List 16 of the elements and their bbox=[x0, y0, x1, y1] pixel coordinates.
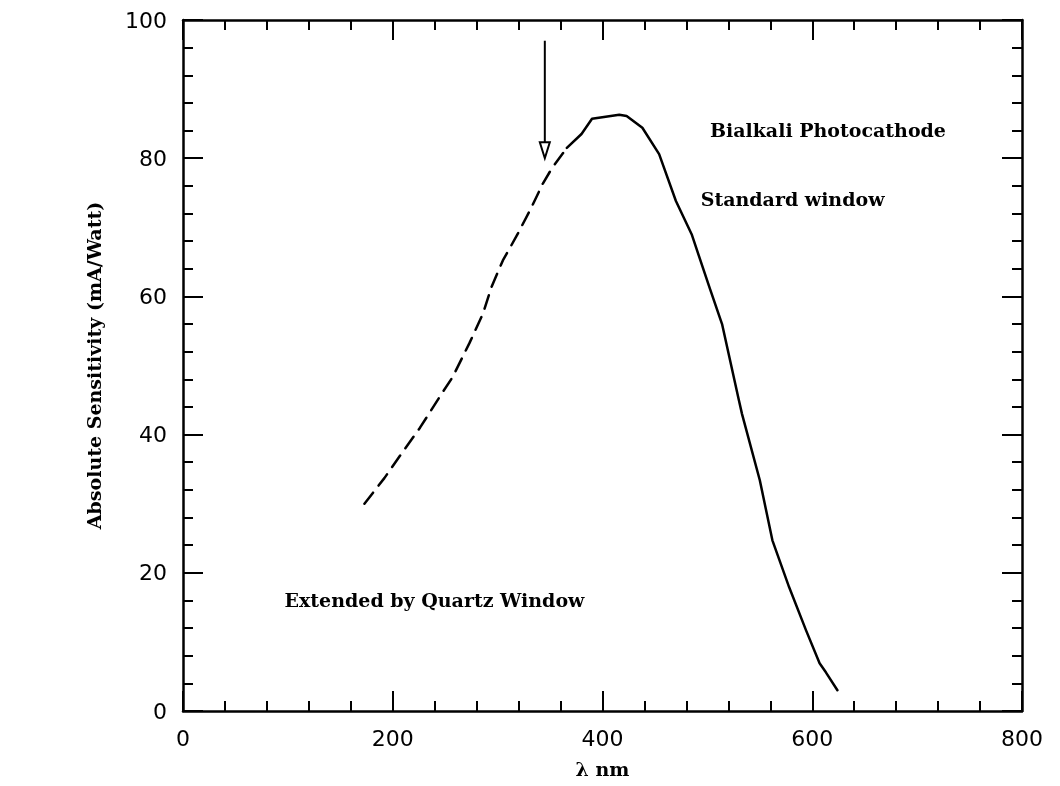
x-tick-label: 400 bbox=[581, 725, 624, 751]
y-tick-label: 20 bbox=[139, 560, 167, 586]
annotation: Standard window bbox=[700, 187, 886, 210]
x-tick-label: 600 bbox=[791, 725, 834, 751]
x-axis-title: λ nm bbox=[575, 757, 630, 780]
y-tick-label: 100 bbox=[125, 7, 167, 33]
x-tick-label: 200 bbox=[371, 725, 414, 751]
annotation: Extended by Quartz Window bbox=[284, 588, 586, 611]
x-tick-label: 800 bbox=[1001, 725, 1043, 751]
y-axis-title: Absolute Sensitivity (mA/Watt) bbox=[82, 201, 105, 531]
y-tick-label: 60 bbox=[139, 283, 167, 309]
y-tick-label: 40 bbox=[139, 422, 167, 448]
y-tick-label: 80 bbox=[139, 145, 167, 171]
annotation: Bialkali Photocathode bbox=[709, 118, 946, 141]
y-tick-label: 0 bbox=[153, 698, 167, 724]
x-tick-label: 0 bbox=[176, 725, 190, 751]
